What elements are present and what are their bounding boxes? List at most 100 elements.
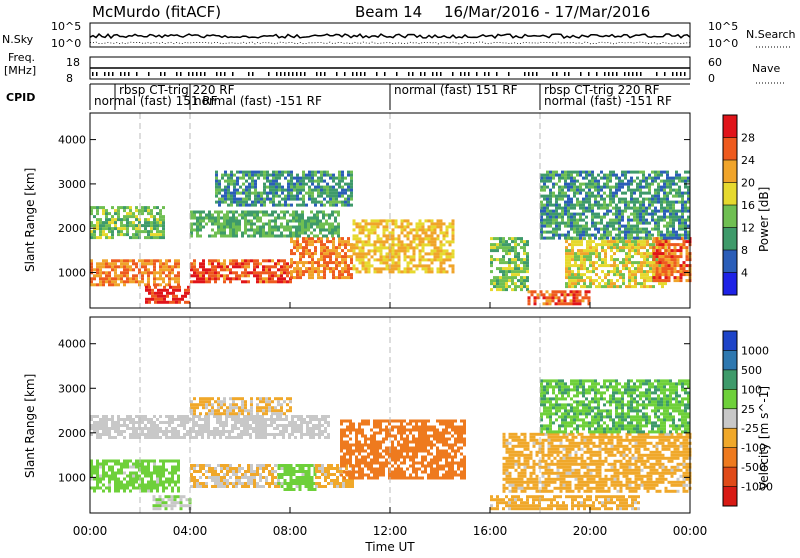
velocity-cell — [358, 468, 361, 471]
velocity-cell — [376, 444, 379, 447]
power-cell — [511, 258, 514, 261]
power-cell — [277, 259, 280, 262]
nave-dot — [496, 72, 498, 76]
velocity-cell — [418, 462, 421, 465]
velocity-cell — [247, 467, 250, 470]
power-cell — [283, 262, 286, 265]
power-cell — [287, 192, 290, 195]
power-cell — [265, 211, 268, 214]
velocity-cell — [193, 482, 196, 485]
power-cell — [674, 249, 677, 252]
power-cell — [643, 243, 646, 246]
power-cell — [105, 265, 108, 268]
velocity-cell — [214, 470, 217, 473]
power-cell — [292, 226, 295, 229]
power-cell — [579, 201, 582, 204]
power-cell — [668, 279, 671, 282]
power-cell — [93, 215, 96, 218]
velocity-cell — [93, 490, 96, 493]
velocity-cell — [177, 460, 180, 463]
power-cell — [135, 224, 138, 227]
power-cell — [657, 201, 660, 204]
power-cell — [163, 295, 166, 298]
nave-dot — [288, 72, 290, 76]
power-cell — [96, 212, 99, 215]
colorbar-swatch — [723, 250, 737, 273]
nave-dot — [160, 72, 162, 76]
power-cell — [235, 223, 238, 226]
power-cell — [316, 220, 319, 223]
power-cell — [132, 215, 135, 218]
nave-dot — [468, 72, 470, 76]
velocity-cell — [394, 474, 397, 477]
velocity-cell — [259, 473, 262, 476]
power-cell — [540, 189, 543, 192]
power-cell — [637, 261, 640, 264]
velocity-cell — [147, 469, 150, 472]
velocity-cell — [324, 476, 327, 479]
power-cell — [598, 243, 601, 246]
power-cell — [313, 214, 316, 217]
velocity-cell — [199, 467, 202, 470]
power-cell — [586, 240, 589, 243]
velocity-cell — [379, 474, 382, 477]
power-cell — [621, 180, 624, 183]
power-cell — [368, 243, 371, 246]
power-cell — [259, 211, 262, 214]
power-cell — [564, 302, 567, 305]
power-cell — [120, 206, 123, 209]
power-cell — [341, 237, 344, 240]
velocity-cell — [343, 465, 346, 468]
velocity-cell — [439, 468, 442, 471]
power-cell — [618, 180, 621, 183]
power-cell — [223, 217, 226, 220]
power-cell — [392, 243, 395, 246]
power-cell — [359, 228, 362, 231]
power-cell — [371, 231, 374, 234]
velocity-cell — [370, 453, 373, 456]
power-cell — [663, 216, 666, 219]
power-cell — [633, 192, 636, 195]
velocity-cell — [117, 478, 120, 481]
velocity-cell — [311, 479, 314, 482]
power-cell — [135, 233, 138, 236]
power-cell — [328, 232, 331, 235]
velocity-cell — [367, 447, 370, 450]
power-cell — [150, 212, 153, 215]
power-cell — [613, 264, 616, 267]
power-cell — [666, 186, 669, 189]
power-cell — [202, 220, 205, 223]
power-cell — [262, 229, 265, 232]
power-cell — [666, 174, 669, 177]
power-cell — [517, 270, 520, 273]
power-cell — [229, 232, 232, 235]
power-cell — [434, 240, 437, 243]
power-cell — [153, 224, 156, 227]
power-cell — [549, 293, 552, 296]
power-cell — [328, 217, 331, 220]
velocity-cell — [391, 426, 394, 429]
power-cell — [558, 228, 561, 231]
power-cell — [305, 204, 308, 207]
power-cell — [651, 198, 654, 201]
power-cell — [582, 228, 585, 231]
power-cell — [651, 171, 654, 174]
power-cell — [618, 225, 621, 228]
power-cell — [633, 180, 636, 183]
power-cell — [184, 292, 187, 295]
power-cell — [262, 223, 265, 226]
power-cell — [108, 271, 111, 274]
power-cell — [656, 270, 659, 273]
power-cell — [659, 267, 662, 270]
power-cell — [287, 204, 290, 207]
power-cell — [108, 230, 111, 233]
power-cell — [329, 258, 332, 261]
power-cell — [624, 201, 627, 204]
power-cell — [271, 226, 274, 229]
power-cell — [570, 290, 573, 293]
velocity-cell — [290, 467, 293, 470]
power-cell — [634, 243, 637, 246]
y-tick-label: 1000 — [58, 267, 86, 280]
velocity-cell — [265, 482, 268, 485]
power-cell — [299, 276, 302, 279]
